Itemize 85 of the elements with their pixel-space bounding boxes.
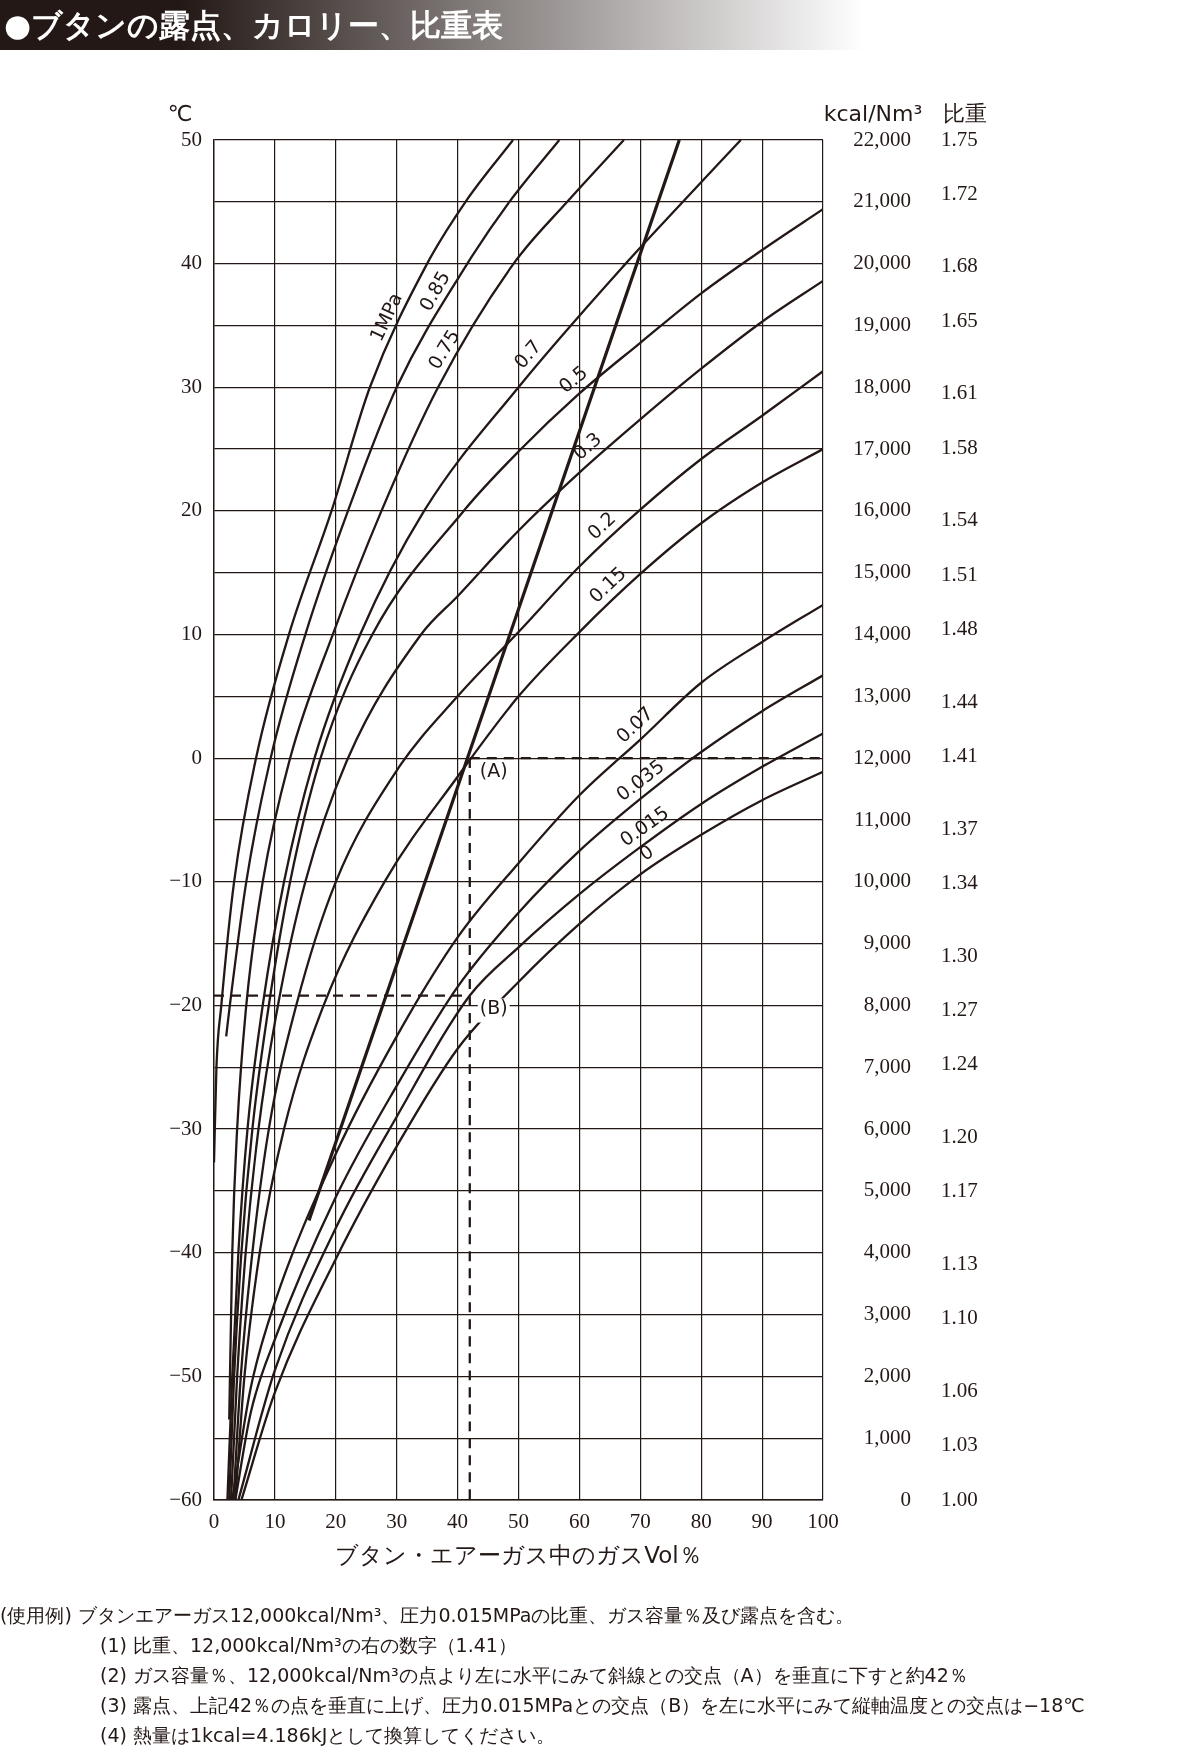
y-tick-label: −40 (169, 1239, 202, 1264)
x-tick-label: 100 (807, 1509, 839, 1534)
y2-tick-label: 17,000 (853, 435, 911, 460)
y3-tick-label: 1.48 (941, 616, 978, 641)
y2-tick-label: 20,000 (853, 250, 911, 275)
y3-tick-label: 1.68 (941, 253, 978, 278)
y2-tick-label: 7,000 (863, 1053, 911, 1078)
y3-tick-label: 1.03 (941, 1432, 978, 1457)
y2-tick-label: 9,000 (863, 930, 911, 955)
y-tick-label: −50 (169, 1362, 202, 1387)
text: (2) ガス容量％、12,000kcal/Nm³の点より左に水平にみて斜線との交点（A）を垂直に下すと約42％ (99, 1663, 969, 1688)
y-tick-label: 40 (181, 250, 202, 275)
y2-tick-label: 6,000 (863, 1115, 911, 1140)
y-tick-label: −60 (169, 1486, 202, 1511)
x-tick-label: 70 (629, 1509, 651, 1534)
text: (3) 露点、上記42％の点を垂直に上げ、圧力0.015MPaとの交点（B）を左に水平にみて縦軸温度との交点は−18℃ (99, 1693, 1086, 1718)
y2-axis-title: kcal/Nm³ (823, 100, 923, 126)
text: (1) 比重、12,000kcal/Nm³の右の数字（1.41） (99, 1633, 518, 1658)
y2-tick-label: 5,000 (863, 1177, 911, 1202)
y3-tick-label: 1.65 (941, 307, 978, 332)
y3-tick-label: 1.20 (941, 1123, 978, 1148)
x-tick-label: 10 (264, 1509, 286, 1534)
y3-tick-label: 1.34 (941, 869, 979, 894)
y3-tick-label: 1.44 (941, 688, 979, 713)
y2-tick-label: 22,000 (853, 126, 911, 151)
y2-tick-label: 0 (900, 1486, 911, 1511)
annotation: (B) (479, 996, 508, 1018)
x-tick-label: 20 (325, 1509, 347, 1534)
y-tick-label: 30 (181, 373, 202, 398)
text: (4) 熱量は1kcal=4.186kJとして換算してください。 (99, 1723, 557, 1748)
y3-tick-label: 1.00 (941, 1486, 978, 1511)
text: 0.85 (414, 266, 455, 315)
x-tick-label: 40 (447, 1509, 469, 1534)
x-tick-label: 90 (751, 1509, 773, 1534)
y-tick-label: −10 (169, 868, 202, 893)
text: 0.7 (508, 335, 546, 373)
x-tick-label: 0 (208, 1509, 220, 1534)
text: 1MPa (364, 289, 407, 345)
y3-tick-label: 1.61 (941, 380, 978, 405)
y3-tick-label: 1.41 (941, 743, 978, 768)
y2-tick-label: 18,000 (853, 373, 911, 398)
text: (使用例) ブタンエアーガス12,000kcal/Nm³、圧力0.015MPaの比重、ガス容量％及び露点を含む。 (0, 1603, 856, 1628)
y3-tick-label: 1.10 (941, 1305, 978, 1330)
y2-tick-label: 15,000 (853, 559, 911, 584)
y-tick-label: 10 (181, 621, 202, 646)
y2-tick-label: 13,000 (853, 682, 911, 707)
y3-tick-label: 1.51 (941, 561, 978, 586)
y3-tick-label: 1.30 (941, 942, 978, 967)
y2-tick-label: 2,000 (863, 1362, 911, 1387)
y3-tick-label: 1.75 (941, 126, 978, 151)
y3-axis-title: 比重 (943, 100, 987, 126)
x-tick-label: 50 (508, 1509, 529, 1534)
x-tick-label: 30 (386, 1509, 408, 1534)
y-tick-label: −20 (169, 991, 202, 1016)
y-tick-label: −30 (169, 1115, 202, 1140)
y3-tick-label: 1.17 (941, 1178, 978, 1203)
chart-title: ●ブタンの露点、カロリー、比重表 (4, 7, 504, 43)
y-tick-label: 50 (181, 126, 202, 151)
y3-tick-label: 1.13 (941, 1250, 978, 1275)
y2-tick-label: 14,000 (853, 621, 911, 646)
y-axis-title: ℃ (167, 100, 193, 126)
y2-tick-label: 12,000 (853, 744, 911, 769)
y3-tick-label: 1.72 (941, 180, 978, 205)
y-tick-label: 20 (181, 497, 202, 522)
x-tick-label: 60 (568, 1509, 590, 1534)
y3-tick-label: 1.58 (941, 434, 978, 459)
y3-tick-label: 1.37 (941, 815, 978, 840)
y2-tick-label: 11,000 (854, 806, 911, 831)
y2-tick-label: 8,000 (863, 991, 911, 1016)
annotation: (A) (479, 758, 508, 781)
y2-tick-label: 10,000 (853, 868, 911, 893)
y2-tick-label: 19,000 (853, 311, 911, 336)
x-tick-label: 80 (690, 1509, 712, 1534)
y3-tick-label: 1.54 (941, 507, 979, 532)
y3-tick-label: 1.24 (941, 1051, 979, 1076)
y2-tick-label: 1,000 (863, 1424, 911, 1449)
text: 0.2 (582, 506, 620, 544)
y3-tick-label: 1.06 (941, 1377, 978, 1402)
y2-tick-label: 4,000 (863, 1239, 911, 1264)
x-axis-title: ブタン・エアーガス中のガスVol％ (335, 1542, 702, 1569)
y3-tick-label: 1.27 (941, 996, 978, 1021)
y2-tick-label: 21,000 (853, 188, 911, 213)
y2-tick-label: 3,000 (863, 1301, 911, 1326)
y-tick-label: 0 (191, 744, 202, 769)
y2-tick-label: 16,000 (853, 497, 911, 522)
